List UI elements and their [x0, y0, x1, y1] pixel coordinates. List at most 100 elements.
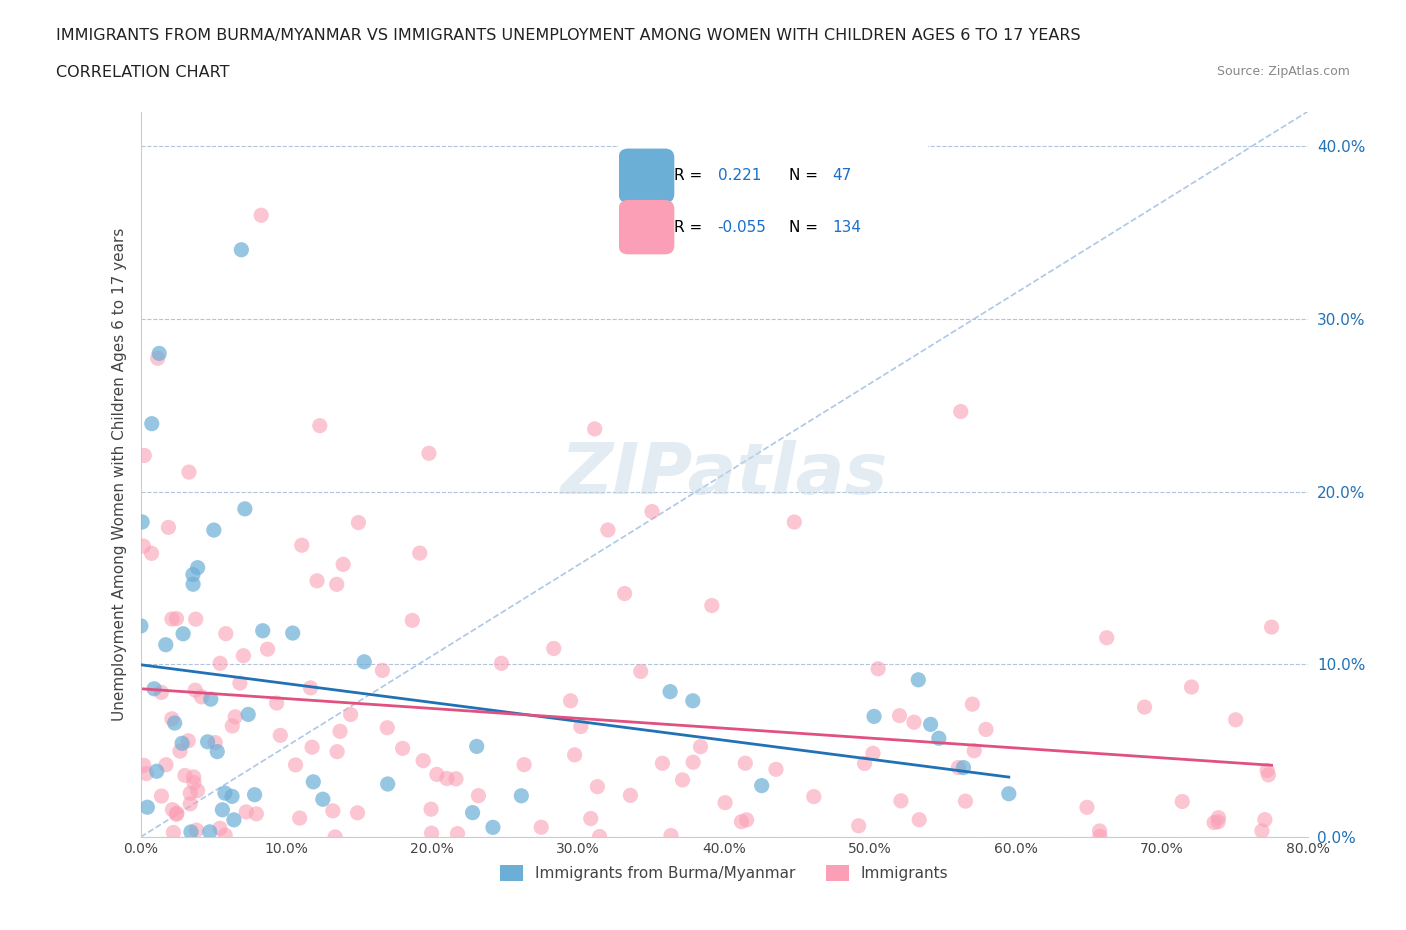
Immigrants	[583, 421, 606, 436]
Immigrants	[184, 683, 207, 698]
Immigrants	[232, 648, 254, 663]
Immigrants	[426, 767, 449, 782]
Immigrants	[179, 786, 201, 801]
Text: R =: R =	[675, 168, 703, 183]
Immigrants	[1225, 712, 1247, 727]
Immigrants	[162, 803, 184, 817]
Immigrants	[1251, 823, 1274, 838]
Immigrants from Burma/Myanmar	[377, 777, 399, 791]
Immigrants	[177, 465, 200, 480]
Immigrants	[1171, 794, 1194, 809]
Immigrants from Burma/Myanmar	[131, 514, 153, 529]
Immigrants	[183, 776, 205, 790]
Immigrants	[1204, 815, 1226, 830]
Immigrants	[186, 823, 208, 838]
Immigrants	[890, 793, 912, 808]
Immigrants	[269, 728, 291, 743]
Immigrants	[174, 768, 197, 783]
Immigrants from Burma/Myanmar	[920, 717, 942, 732]
Immigrants	[412, 753, 434, 768]
Immigrants from Burma/Myanmar	[998, 786, 1021, 801]
Immigrants	[134, 448, 156, 463]
Immigrants from Burma/Myanmar	[145, 764, 167, 778]
Immigrants	[848, 818, 870, 833]
Immigrants	[560, 694, 582, 709]
Immigrants	[160, 612, 183, 627]
Immigrants from Burma/Myanmar	[907, 672, 929, 687]
Immigrants	[682, 755, 704, 770]
Immigrants	[420, 826, 443, 841]
Immigrants from Burma/Myanmar	[659, 684, 682, 699]
Immigrants	[204, 735, 226, 750]
Y-axis label: Unemployment Among Women with Children Ages 6 to 17 years: Unemployment Among Women with Children A…	[111, 228, 127, 721]
Immigrants from Burma/Myanmar	[198, 824, 221, 839]
Immigrants	[299, 681, 322, 696]
Immigrants	[734, 756, 756, 771]
Immigrants from Burma/Myanmar	[312, 791, 335, 806]
Immigrants	[1254, 812, 1277, 827]
Immigrants	[288, 811, 311, 826]
Immigrants from Burma/Myanmar	[682, 694, 704, 709]
Immigrants from Burma/Myanmar	[129, 618, 152, 633]
Immigrants	[245, 806, 267, 821]
Immigrants	[325, 577, 347, 591]
Immigrants	[166, 611, 188, 626]
Immigrants from Burma/Myanmar	[172, 626, 194, 641]
Immigrants	[329, 724, 352, 738]
Immigrants from Burma/Myanmar	[233, 501, 256, 516]
FancyBboxPatch shape	[616, 137, 931, 263]
Immigrants	[803, 790, 825, 804]
Immigrants from Burma/Myanmar	[281, 626, 304, 641]
Immigrants	[179, 796, 201, 811]
Immigrants from Burma/Myanmar	[211, 803, 233, 817]
Immigrants from Burma/Myanmar	[180, 825, 202, 840]
Immigrants	[700, 598, 723, 613]
Immigrants	[948, 760, 970, 775]
Immigrants	[1206, 815, 1229, 830]
Immigrants	[235, 804, 257, 819]
Immigrants	[765, 762, 787, 777]
Immigrants	[730, 815, 752, 830]
Immigrants	[1260, 619, 1282, 634]
Immigrants	[160, 711, 183, 726]
Immigrants from Burma/Myanmar	[928, 731, 950, 746]
Immigrants	[783, 514, 806, 529]
Immigrants from Burma/Myanmar	[863, 709, 886, 724]
Text: CORRELATION CHART: CORRELATION CHART	[56, 65, 229, 80]
Text: IMMIGRANTS FROM BURMA/MYANMAR VS IMMIGRANTS UNEMPLOYMENT AMONG WOMEN WITH CHILDR: IMMIGRANTS FROM BURMA/MYANMAR VS IMMIGRA…	[56, 28, 1081, 43]
Immigrants	[630, 664, 652, 679]
Immigrants from Burma/Myanmar	[143, 682, 166, 697]
Text: ZIPatlas: ZIPatlas	[561, 440, 887, 509]
Immigrants	[1095, 631, 1118, 645]
Immigrants	[135, 766, 157, 781]
Immigrants	[323, 830, 346, 844]
Immigrants	[963, 743, 986, 758]
Immigrants	[467, 789, 489, 804]
Immigrants from Burma/Myanmar	[141, 417, 163, 432]
Immigrants	[214, 828, 236, 843]
Immigrants	[735, 813, 758, 828]
Immigrants	[689, 739, 711, 754]
Immigrants	[229, 676, 252, 691]
Immigrants from Burma/Myanmar	[252, 623, 274, 638]
Immigrants from Burma/Myanmar	[221, 789, 243, 804]
Immigrants from Burma/Myanmar	[197, 735, 219, 750]
Immigrants	[446, 826, 468, 841]
Immigrants	[346, 805, 368, 820]
Immigrants	[165, 807, 187, 822]
Immigrants from Burma/Myanmar	[181, 567, 204, 582]
Immigrants	[1257, 767, 1279, 782]
Immigrants	[962, 697, 984, 711]
Immigrants from Burma/Myanmar	[222, 813, 245, 828]
Immigrants from Burma/Myanmar	[148, 346, 170, 361]
Text: R =: R =	[675, 219, 707, 234]
Immigrants	[513, 757, 536, 772]
Immigrants	[184, 612, 207, 627]
Immigrants from Burma/Myanmar	[207, 744, 229, 759]
Immigrants	[256, 642, 278, 657]
Immigrants	[868, 661, 890, 676]
Immigrants	[162, 825, 184, 840]
Immigrants	[150, 789, 173, 804]
Immigrants	[613, 586, 636, 601]
Immigrants from Burma/Myanmar	[155, 637, 177, 652]
